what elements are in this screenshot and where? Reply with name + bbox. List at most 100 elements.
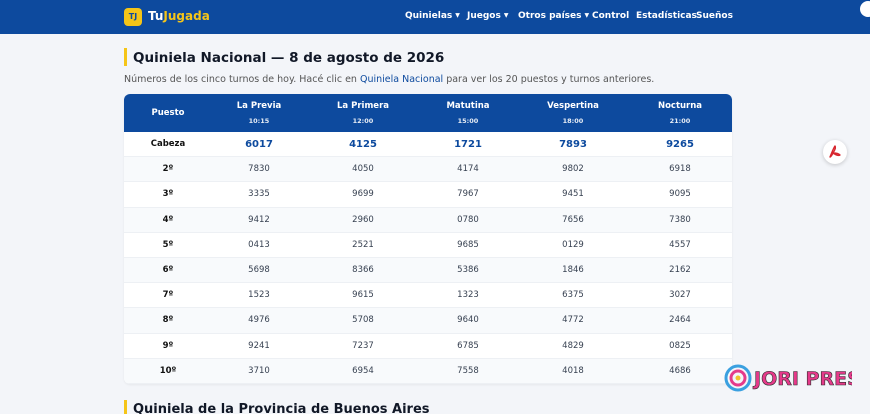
nav-quinielas-label: Quinielas: [405, 11, 453, 21]
nav-suenos-label: Sueños: [696, 11, 733, 21]
number-cell: 6785: [457, 340, 479, 351]
number-cell: 9685: [457, 239, 479, 250]
number-cell: 4686: [669, 365, 691, 376]
number-cell: 1523: [248, 290, 270, 301]
turn-time: 15:00: [457, 117, 479, 125]
number-cell: 7893: [559, 139, 587, 150]
watermark: JORI PRESS: [722, 360, 870, 396]
pdf-download-button[interactable]: [823, 140, 847, 164]
avatar[interactable]: [860, 1, 870, 17]
brand-name[interactable]: TuJugada: [148, 9, 210, 23]
table-row: 8º 4976 5708 9640 4772 2464: [124, 308, 732, 334]
table-row: 7º 1523 9615 1323 6375 3027: [124, 283, 732, 309]
number-cell: 7967: [457, 189, 479, 200]
caret-down-icon: ▼: [584, 12, 590, 19]
number-cell: 6918: [669, 164, 691, 175]
nav-otros-paises-label: Otros países: [518, 11, 582, 21]
position-cell: 5º: [162, 239, 174, 250]
number-cell: 7830: [248, 164, 270, 175]
section-accent-bar: [124, 400, 127, 414]
number-cell: 0780: [457, 214, 479, 225]
brand-part-1: Tu: [148, 9, 164, 23]
nav-estadisticas-label: Estadísticas: [636, 11, 697, 21]
number-cell: 3027: [669, 290, 691, 301]
number-cell: 3710: [248, 365, 270, 376]
caret-down-icon: ▼: [455, 12, 460, 19]
turn-name: Nocturna: [657, 101, 703, 111]
number-cell: 4829: [562, 340, 584, 351]
column-header-turn: Nocturna 21:00: [629, 94, 731, 132]
nav-otros-paises[interactable]: Otros países ▼: [518, 11, 589, 25]
position-cell: 6º: [162, 265, 174, 275]
column-header-puesto-label: Puesto: [151, 108, 185, 118]
number-cell: 1846: [562, 265, 584, 275]
column-header-turn: Vespertina 18:00: [522, 94, 624, 132]
turn-time: 18:00: [562, 117, 584, 125]
nav-suenos[interactable]: Sueños: [696, 11, 733, 25]
table-header: Puesto La Previa 10:15 La Primera 12:00 Ma…: [124, 94, 732, 132]
results-table: Puesto La Previa 10:15 La Primera 12:00 Ma…: [124, 94, 732, 384]
column-header-turn: Matutina 15:00: [417, 94, 519, 132]
number-cell: 4018: [562, 365, 584, 376]
number-cell: 2162: [669, 265, 691, 275]
turn-time: 12:00: [352, 117, 374, 125]
number-cell: 4772: [562, 315, 584, 326]
number-cell: 9451: [562, 189, 584, 200]
turn-name: La Primera: [337, 101, 389, 111]
number-cell: 7558: [457, 365, 479, 376]
table-row-cabeza: Cabeza 6017 4125 1721 7893 9265: [124, 132, 732, 158]
position-cell: 10º: [159, 365, 177, 376]
number-cell: 9615: [352, 290, 374, 301]
position-cell: 4º: [162, 214, 174, 225]
nav-quinielas[interactable]: Quinielas ▼: [405, 11, 460, 25]
watermark-logo: JORI PRESS: [724, 364, 870, 392]
quiniela-nacional-link[interactable]: Quiniela Nacional: [359, 74, 444, 85]
position-cell: 7º: [162, 290, 174, 301]
number-cell: 2464: [669, 315, 691, 326]
nav-juegos-label: Juegos: [467, 11, 501, 21]
number-cell: 9095: [669, 189, 691, 200]
nav-estadisticas[interactable]: Estadísticas: [636, 11, 697, 25]
number-cell: 6017: [245, 139, 273, 150]
number-cell: 6375: [562, 290, 584, 301]
number-cell: 5708: [352, 315, 374, 326]
section-title: Quiniela de la Provincia de Buenos Aires: [133, 402, 430, 414]
logo-icon[interactable]: TJ: [124, 8, 142, 26]
column-header-turn: La Primera 12:00: [312, 94, 414, 132]
table-row: 4º 9412 2960 0780 7656 7380: [124, 207, 732, 233]
position-cell: 9º: [162, 340, 174, 351]
number-cell: 4174: [457, 164, 479, 175]
page-title: Quiniela Nacional — 8 de agosto de 2026: [133, 50, 445, 66]
number-cell: 4050: [352, 164, 374, 175]
number-cell: 6954: [352, 365, 374, 376]
turn-name: La Previa: [236, 101, 282, 111]
number-cell: 4557: [669, 239, 691, 250]
number-cell: 0825: [669, 340, 691, 351]
nav-juegos[interactable]: Juegos ▼: [467, 11, 508, 25]
number-cell: 9265: [666, 139, 694, 150]
number-cell: 9802: [562, 164, 584, 175]
section-accent-bar: [124, 48, 127, 66]
table-row: 5º 0413 2521 9685 0129 4557: [124, 233, 732, 258]
number-cell: 1323: [457, 290, 479, 301]
number-cell: 2521: [352, 239, 374, 250]
table-row: 6º 5698 8366 5386 1846 2162: [124, 258, 732, 284]
nav-control[interactable]: Control: [592, 11, 629, 25]
caret-down-icon: ▼: [503, 12, 509, 19]
table-row: 10º 3710 6954 7558 4018 4686: [124, 358, 732, 384]
table-row: 9º 9241 7237 6785 4829 0825: [124, 334, 732, 359]
number-cell: 9412: [248, 214, 270, 225]
turn-name: Matutina: [446, 101, 490, 111]
top-navbar: TJ TuJugada Quinielas ▼ Juegos ▼ Otros paí…: [0, 0, 870, 34]
number-cell: 2960: [352, 214, 374, 225]
position-cell: Cabeza: [150, 139, 186, 149]
pdf-icon: [829, 145, 841, 158]
number-cell: 7656: [562, 214, 584, 225]
number-cell: 7237: [352, 340, 374, 351]
number-cell: 4976: [248, 315, 270, 326]
number-cell: 3335: [248, 189, 270, 200]
table-row: 3º 3335 9699 7967 9451 9095: [124, 182, 732, 208]
number-cell: 9699: [352, 189, 374, 200]
number-cell: 4125: [349, 139, 377, 150]
number-cell: 7380: [669, 214, 691, 225]
